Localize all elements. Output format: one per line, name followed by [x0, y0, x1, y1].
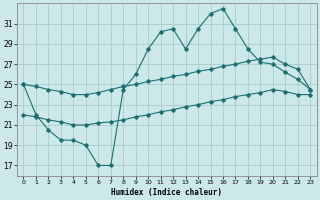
X-axis label: Humidex (Indice chaleur): Humidex (Indice chaleur): [111, 188, 222, 197]
